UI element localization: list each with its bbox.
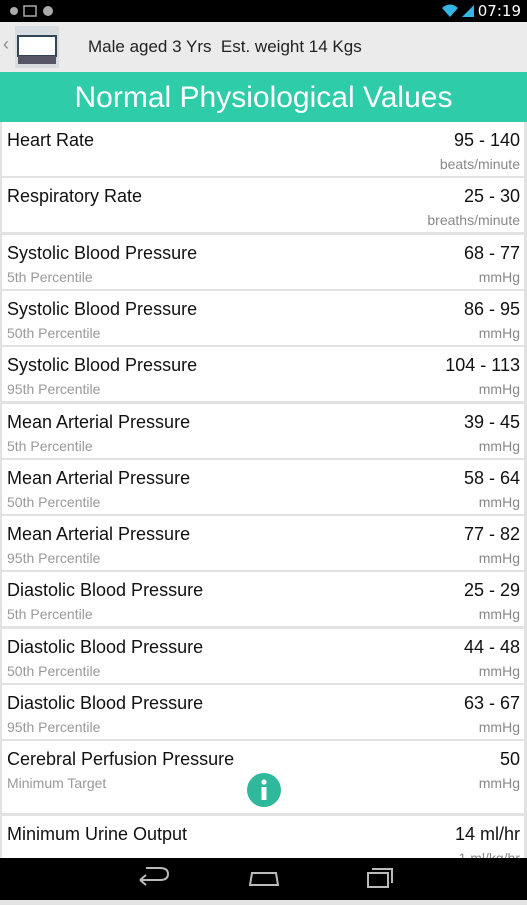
row-subtitle: 5th Percentile: [7, 606, 93, 623]
row-value: 14 ml/hr: [454, 824, 520, 845]
row-value: 104 - 113: [445, 355, 520, 376]
row-name: Systolic Blood Pressure: [7, 242, 198, 263]
value-row[interactable]: Mean Arterial Pressure 77 - 82 95th Percen…: [2, 516, 524, 571]
row-unit: mmHg: [478, 437, 520, 454]
status-bar: 07:19: [0, 0, 527, 22]
value-row[interactable]: Diastolic Blood Pressure 44 - 48 50th Perc…: [2, 628, 524, 683]
row-value: 58 - 64: [463, 467, 520, 488]
row-value: 63 - 67: [463, 693, 520, 713]
row-unit: breaths/minute: [427, 212, 520, 229]
row-unit: mmHg: [478, 775, 520, 792]
row-unit: mmHg: [478, 606, 520, 623]
row-value: 39 - 45: [463, 411, 520, 432]
values-list: Heart Rate 95 - 140 beats/minute Respirator…: [0, 122, 527, 858]
row-value: 25 - 29: [463, 580, 520, 601]
row-subtitle: 5th Percentile: [7, 268, 93, 285]
row-subtitle: 5th Percentile: [7, 437, 93, 454]
value-row[interactable]: Heart Rate 95 - 140 beats/minute: [2, 122, 524, 176]
info-button[interactable]: [246, 772, 282, 808]
nav-buttons: [139, 867, 393, 888]
value-row[interactable]: Mean Arterial Pressure 39 - 45 5th Percent…: [2, 403, 524, 458]
row-subtitle: 50th Percentile: [7, 662, 101, 679]
value-row[interactable]: Diastolic Blood Pressure 63 - 67 95th Perc…: [2, 685, 524, 739]
clock: 07:19: [477, 2, 521, 20]
row-value: 44 - 48: [463, 636, 520, 657]
patient-info: Male aged 3 Yrs Est. weight 14 Kgs: [88, 37, 362, 56]
home-button[interactable]: [248, 872, 280, 886]
row-subtitle: 50th Percentile: [7, 324, 101, 341]
status-icons: [10, 5, 53, 17]
row-value: 25 - 30: [463, 186, 520, 207]
app-icon[interactable]: [15, 26, 59, 68]
row-subtitle: 95th Percentile: [7, 719, 101, 735]
row-value: 77 - 82: [463, 524, 520, 545]
row-name: Mean Arterial Pressure: [7, 524, 191, 545]
navigation-bar: [0, 858, 527, 900]
row-unit: mmHg: [478, 324, 520, 341]
row-unit: mmHg: [478, 493, 520, 510]
back-button[interactable]: [139, 867, 170, 886]
value-row[interactable]: Diastolic Blood Pressure 25 - 29 5th Perce…: [2, 572, 524, 627]
value-row[interactable]: Systolic Blood Pressure 104 - 113 95th Per…: [2, 347, 524, 402]
row-unit: 1 ml/kg/hr: [459, 850, 520, 858]
value-row[interactable]: Minimum Urine Output 14 ml/hr 1 ml/kg/hr: [2, 816, 524, 858]
row-name: Diastolic Blood Pressure: [7, 693, 204, 713]
value-row[interactable]: Respiratory Rate 25 - 30 breaths/minute: [2, 178, 524, 233]
row-unit: mmHg: [478, 381, 520, 398]
row-value: 68 - 77: [463, 242, 520, 263]
row-name: Cerebral Perfusion Pressure: [7, 749, 235, 770]
row-unit: mmHg: [478, 719, 520, 735]
row-value: 50: [499, 749, 520, 770]
row-subtitle: 95th Percentile: [7, 550, 101, 567]
row-name: Systolic Blood Pressure: [7, 355, 198, 376]
action-bar: ‹ Male aged 3 Yrs Est. weight 14 Kgs: [0, 22, 527, 72]
back-caret[interactable]: ‹: [3, 34, 9, 54]
row-name: Systolic Blood Pressure: [7, 298, 198, 319]
row-name: Mean Arterial Pressure: [7, 467, 191, 488]
row-unit: mmHg: [478, 268, 520, 285]
page-title: Normal Physiological Values: [0, 72, 527, 122]
signal-icons: [442, 4, 474, 17]
row-subtitle: Minimum Target: [7, 775, 107, 792]
row-name: Heart Rate: [7, 130, 95, 150]
value-row[interactable]: Systolic Blood Pressure 68 - 77 5th Percen…: [2, 234, 524, 289]
row-name: Minimum Urine Output: [7, 824, 188, 845]
recents-button[interactable]: [367, 868, 393, 888]
row-value: 95 - 140: [453, 130, 520, 150]
row-name: Mean Arterial Pressure: [7, 411, 191, 432]
row-unit: mmHg: [478, 550, 520, 567]
row-subtitle: 50th Percentile: [7, 493, 101, 510]
row-name: Diastolic Blood Pressure: [7, 580, 204, 601]
value-row[interactable]: Systolic Blood Pressure 86 - 95 50th Perce…: [2, 290, 524, 345]
row-subtitle: 95th Percentile: [7, 381, 101, 398]
value-row[interactable]: Mean Arterial Pressure 58 - 64 50th Percen…: [2, 459, 524, 514]
row-unit: beats/minute: [439, 156, 520, 172]
row-name: Diastolic Blood Pressure: [7, 636, 204, 657]
row-value: 86 - 95: [463, 298, 520, 319]
row-name: Respiratory Rate: [7, 186, 143, 207]
row-unit: mmHg: [478, 662, 520, 679]
